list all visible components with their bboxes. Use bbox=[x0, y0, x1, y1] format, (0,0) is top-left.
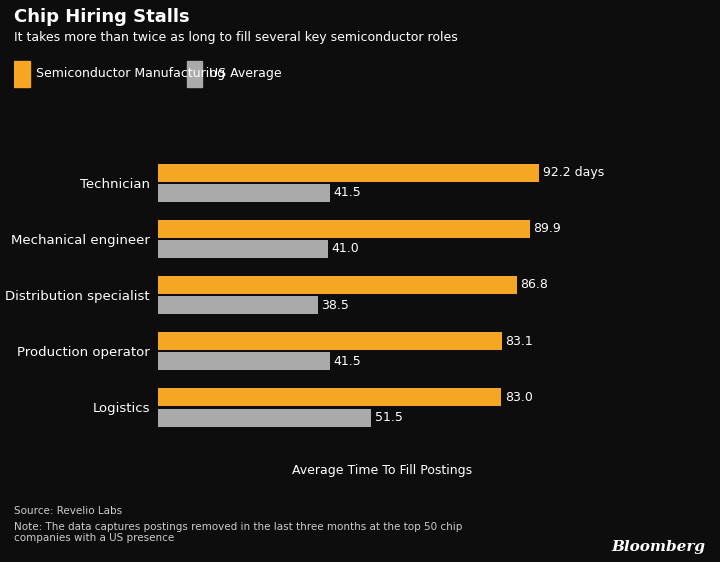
Bar bbox=[158, 332, 502, 350]
Text: 51.5: 51.5 bbox=[374, 411, 402, 424]
Text: US Average: US Average bbox=[209, 66, 282, 80]
Text: 41.5: 41.5 bbox=[333, 355, 361, 368]
Text: Chip Hiring Stalls: Chip Hiring Stalls bbox=[14, 8, 190, 26]
Text: Semiconductor Manufacturing: Semiconductor Manufacturing bbox=[36, 66, 225, 80]
Text: 41.5: 41.5 bbox=[333, 186, 361, 200]
Text: Note: The data captures postings removed in the last three months at the top 50 : Note: The data captures postings removed… bbox=[14, 522, 463, 543]
Bar bbox=[158, 220, 530, 238]
Text: 41.0: 41.0 bbox=[331, 242, 359, 256]
Text: 83.1: 83.1 bbox=[505, 334, 533, 348]
Text: Average Time To Fill Postings: Average Time To Fill Postings bbox=[292, 464, 472, 477]
Text: Source: Revelio Labs: Source: Revelio Labs bbox=[14, 506, 122, 516]
Bar bbox=[158, 296, 318, 314]
Bar bbox=[158, 184, 330, 202]
Bar bbox=[158, 164, 539, 182]
Bar bbox=[158, 409, 372, 427]
Text: 86.8: 86.8 bbox=[521, 278, 549, 292]
Text: 92.2 days: 92.2 days bbox=[543, 166, 604, 179]
Bar bbox=[158, 352, 330, 370]
Bar bbox=[158, 276, 517, 294]
Bar bbox=[158, 240, 328, 258]
Text: It takes more than twice as long to fill several key semiconductor roles: It takes more than twice as long to fill… bbox=[14, 31, 458, 44]
Bar bbox=[14, 61, 30, 87]
Bar bbox=[158, 388, 501, 406]
Text: 38.5: 38.5 bbox=[321, 298, 348, 312]
Text: 83.0: 83.0 bbox=[505, 391, 533, 404]
Bar bbox=[187, 61, 202, 87]
Text: Bloomberg: Bloomberg bbox=[611, 540, 706, 554]
Text: 89.9: 89.9 bbox=[534, 222, 561, 235]
